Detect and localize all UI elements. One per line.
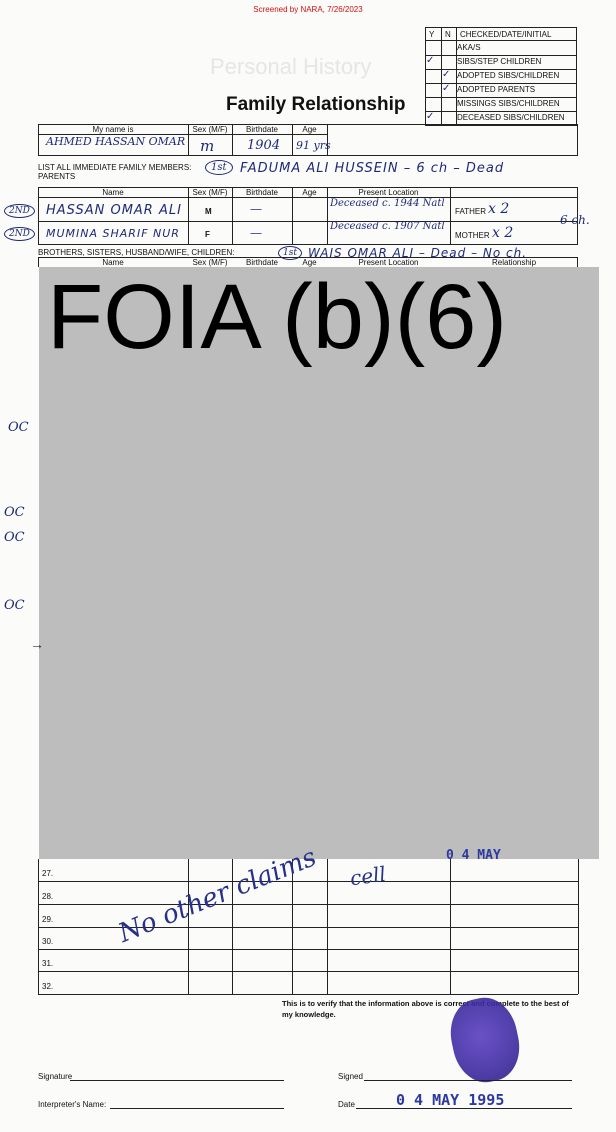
siblings-header-name: Name	[102, 258, 124, 267]
row-number: 30.	[42, 937, 54, 946]
background-title: Personal History	[210, 54, 372, 79]
applicant-sex: m	[200, 137, 215, 155]
parent-birthdate: —	[250, 226, 262, 240]
certification-text: This is to verify that the information a…	[282, 999, 569, 1019]
checklist-item-label: MISSINGS SIBS/CHILDREN	[457, 99, 560, 108]
checklist-item: MISSINGS SIBS/CHILDREN	[425, 97, 577, 111]
parent-location: Deceased c. 1907 Natl	[330, 221, 445, 232]
parent-birthdate: —	[250, 202, 262, 216]
parents-label: PARENTS	[38, 172, 76, 181]
parent-name: MUMINA SHARIF NUR	[46, 227, 180, 240]
applicant-header-age: Age	[302, 125, 317, 134]
redaction-label: FOIA (b)(6)	[47, 266, 508, 368]
applicant-header-birthdate: Birthdate	[245, 125, 279, 134]
applicant-name: AHMED HASSAN OMAR	[46, 135, 186, 148]
parents-header-sex: Sex (M/F)	[192, 188, 228, 197]
list-members-label: LIST ALL IMMEDIATE FAMILY MEMBERS:	[38, 163, 192, 172]
checklist-header: CHECKED/DATE/INITIAL	[460, 30, 552, 39]
checklist-item: ✓ ADOPTED PARENTS	[442, 83, 536, 94]
applicant-birthdate: 1904	[247, 138, 281, 153]
siblings-note: WAIS OMAR ALI – Dead – No ch.	[308, 246, 528, 260]
applicant-header-name: My name is	[92, 125, 134, 134]
parent-mark: 2ND	[4, 227, 35, 241]
signed-label: Signed	[338, 1072, 363, 1081]
margin-mark: OC	[4, 505, 25, 520]
checklist-col-n: N	[445, 30, 451, 39]
arrow-mark: →	[30, 636, 44, 652]
checklist-item-label: ADOPTED SIBS/CHILDREN	[457, 71, 560, 80]
row-number: 28.	[42, 892, 54, 901]
margin-mark: OC	[8, 420, 29, 435]
foia-redaction-block: FOIA (b)(6)	[39, 266, 599, 859]
parent-location: Deceased c. 1944 Natl	[330, 198, 445, 209]
siblings-header-sex: Sex (M/F)	[192, 258, 228, 267]
applicant-header-sex: Sex (M/F)	[192, 125, 228, 134]
parent-relationship-label: MOTHER	[455, 231, 490, 240]
parents-header-location: Present Location	[358, 188, 419, 197]
partial-date-stamp: 0 4 MAY	[446, 848, 501, 863]
six-children-note: 6 ch.	[560, 213, 590, 227]
parent-relationship-note: x 2	[492, 225, 514, 241]
margin-mark: OC	[4, 530, 25, 545]
siblings-label: BROTHERS, SISTERS, HUSBAND/WIFE, CHILDRE…	[38, 248, 235, 257]
checklist-item: AKA/S	[425, 41, 577, 55]
cell-note: cell	[348, 861, 388, 891]
row-number: 31.	[42, 959, 54, 968]
signature-label: Signature	[38, 1072, 73, 1081]
siblings-header-birthdate: Birthdate	[245, 258, 279, 267]
form-title: Family Relationship	[226, 94, 406, 115]
applicant-age: 91 yrs	[296, 139, 331, 152]
row-number: 27.	[42, 869, 54, 878]
siblings-first-mark: 1st	[278, 246, 302, 260]
checklist-item: ✓ DECEASED SIBS/CHILDREN	[426, 111, 565, 122]
parent-mark: 2ND	[4, 204, 35, 218]
parent-relationship-label: FATHER	[455, 207, 486, 216]
checklist-item-label: DECEASED SIBS/CHILDREN	[457, 113, 565, 122]
parent-sex: M	[205, 207, 212, 216]
row-number: 29.	[42, 915, 54, 924]
date-value-stamp: 0 4 MAY 1995	[396, 1091, 505, 1109]
parent-relationship-note: x 2	[488, 201, 510, 217]
siblings-header-relationship: Relationship	[491, 258, 537, 267]
parents-header-age: Age	[302, 188, 317, 197]
checklist-item-label: SIBS/STEP CHILDREN	[457, 57, 542, 66]
checklist-item-label: ADOPTED PARENTS	[457, 85, 536, 94]
parents-header-birthdate: Birthdate	[245, 188, 279, 197]
first-wife-mark: 1st	[205, 160, 233, 175]
parent-name: HASSAN OMAR ALI	[46, 203, 182, 218]
parents-header-name: Name	[102, 188, 124, 197]
checklist-item: ✓ SIBS/STEP CHILDREN	[426, 55, 542, 66]
siblings-header-age: Age	[302, 258, 317, 267]
parent-sex: F	[205, 230, 210, 239]
margin-mark: OC	[4, 598, 25, 613]
checklist-item: ✓ ADOPTED SIBS/CHILDREN	[442, 69, 560, 80]
siblings-header-location: Present Location	[358, 258, 419, 267]
checklist-item-label: AKA/S	[457, 43, 481, 52]
date-label: Date	[338, 1100, 355, 1109]
immediate-family-note: FADUMA ALI HUSSEIN – 6 ch – Dead	[240, 161, 505, 176]
interpreter-name-label: Interpreter's Name:	[38, 1100, 107, 1109]
nara-screening-stamp: Screened by NARA, 7/26/2023	[253, 5, 363, 14]
row-number: 32.	[42, 982, 54, 991]
checklist-col-y: Y	[429, 30, 435, 39]
